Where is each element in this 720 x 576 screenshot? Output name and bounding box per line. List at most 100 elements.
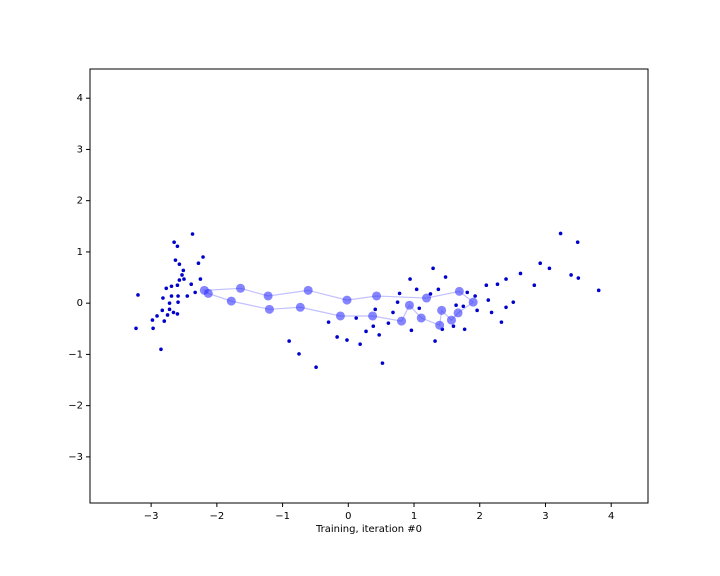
- data-point: [495, 282, 500, 287]
- data-point: [386, 321, 391, 325]
- x-tick-label: −1: [275, 511, 290, 522]
- data-point: [518, 271, 523, 276]
- data-point: [165, 313, 170, 317]
- neuron: [264, 304, 274, 314]
- data-point: [159, 347, 163, 352]
- data-point: [169, 284, 174, 289]
- data-point: [532, 283, 537, 288]
- x-tick-label: −2: [209, 511, 224, 522]
- neuron: [437, 305, 447, 315]
- data-point: [377, 333, 381, 337]
- data-point: [499, 320, 504, 324]
- data-point: [538, 261, 543, 265]
- data-point: [371, 324, 376, 329]
- data-point: [167, 301, 172, 305]
- data-point: [484, 283, 489, 288]
- data-point: [182, 277, 186, 281]
- neuron: [422, 293, 432, 303]
- y-tick-label: 3: [77, 144, 83, 155]
- neuron: [453, 308, 463, 318]
- neuron: [203, 288, 213, 298]
- data-point: [354, 316, 358, 320]
- data-point: [134, 326, 138, 331]
- data-point: [409, 328, 414, 333]
- neuron: [446, 315, 456, 325]
- data-point: [380, 361, 385, 365]
- data-point: [504, 277, 508, 281]
- neuron: [303, 285, 313, 295]
- y-tick-label: 2: [77, 196, 83, 207]
- data-point: [151, 326, 155, 331]
- data-point: [175, 283, 180, 288]
- data-point: [454, 303, 458, 308]
- data-point: [160, 308, 165, 313]
- data-point: [175, 244, 180, 249]
- data-point: [504, 305, 508, 310]
- x-tick-label: 0: [345, 511, 351, 522]
- y-tick-label: −1: [68, 349, 83, 360]
- neuron: [435, 320, 445, 330]
- y-tick-label: 0: [77, 298, 83, 309]
- neuron: [236, 283, 246, 293]
- data-point: [190, 232, 195, 236]
- data-point: [443, 275, 448, 279]
- data-point: [167, 307, 172, 312]
- data-point: [161, 296, 165, 300]
- data-point: [489, 310, 494, 315]
- data-point: [461, 304, 466, 309]
- data-point: [314, 365, 318, 370]
- data-point: [475, 308, 479, 313]
- data-point: [287, 339, 291, 343]
- neuron: [404, 300, 414, 310]
- plot-frame: [89, 68, 649, 504]
- y-tick-label: −3: [68, 452, 83, 463]
- data-point: [436, 287, 441, 292]
- data-point: [171, 310, 176, 315]
- data-point: [395, 300, 400, 304]
- data-point: [297, 352, 301, 356]
- data-point: [451, 324, 456, 329]
- data-point: [373, 307, 378, 312]
- data-point: [136, 293, 140, 297]
- y-tick-label: 1: [77, 247, 83, 258]
- data-point: [335, 335, 339, 339]
- data-point: [575, 240, 580, 244]
- data-point: [193, 290, 197, 295]
- data-point: [189, 282, 194, 287]
- data-point: [176, 294, 180, 298]
- data-point: [364, 329, 368, 334]
- data-point: [414, 287, 419, 292]
- x-tick-label: 1: [411, 511, 417, 522]
- data-point: [162, 319, 167, 323]
- data-point: [408, 277, 412, 281]
- neuron: [416, 313, 426, 323]
- data-point: [431, 266, 435, 271]
- data-point: [569, 273, 573, 277]
- data-point: [576, 276, 581, 280]
- neuron: [468, 297, 478, 307]
- data-point: [358, 342, 362, 346]
- data-point: [196, 261, 201, 265]
- data-point: [175, 312, 180, 316]
- data-point: [486, 298, 491, 302]
- data-point: [391, 310, 395, 315]
- data-point: [511, 300, 516, 304]
- data-point: [345, 338, 349, 342]
- neuron: [263, 291, 273, 301]
- data-point: [177, 262, 182, 267]
- x-axis-label: Training, iteration #0: [315, 524, 422, 535]
- neuron: [454, 286, 464, 296]
- data-point: [169, 294, 174, 298]
- data-point: [172, 240, 176, 244]
- data-point: [558, 231, 563, 236]
- data-point: [155, 314, 159, 318]
- data-point: [462, 327, 467, 332]
- data-point: [417, 306, 422, 311]
- neuron: [397, 316, 407, 326]
- x-tick-label: 2: [477, 511, 483, 522]
- neuron: [335, 311, 345, 321]
- data-point: [596, 288, 601, 293]
- x-tick-label: −3: [144, 511, 159, 522]
